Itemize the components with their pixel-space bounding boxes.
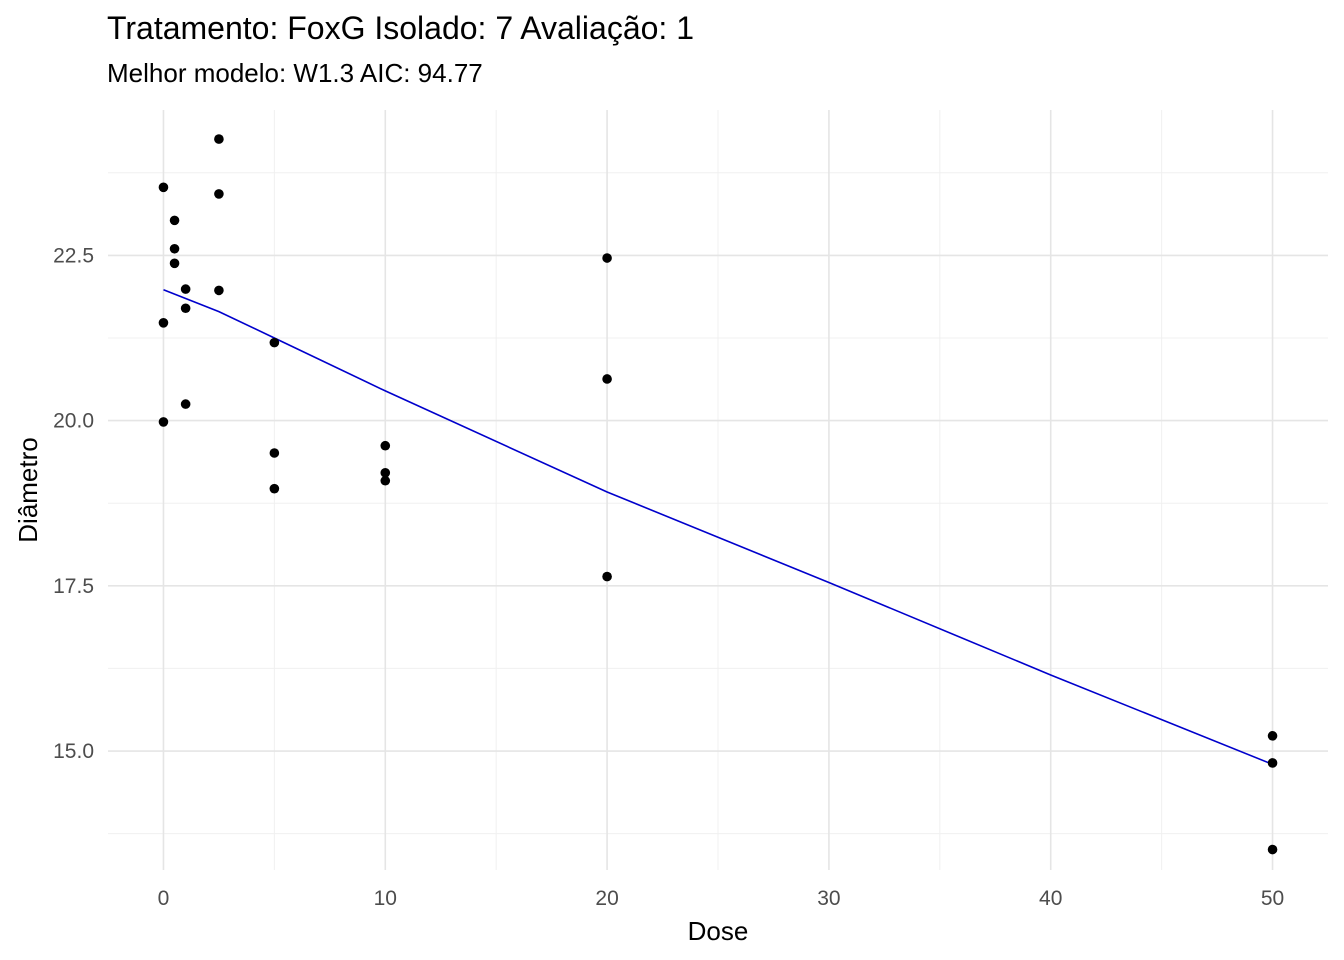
data-point <box>1267 844 1278 855</box>
data-point <box>602 253 612 263</box>
data-point <box>269 337 280 348</box>
data-point <box>214 134 224 144</box>
data-point <box>380 468 391 478</box>
fit-line <box>163 289 1273 766</box>
y-tick-label: 20.0 <box>53 410 94 433</box>
data-point <box>214 189 224 199</box>
chart-subtitle: Melhor modelo: W1.3 AIC: 94.77 <box>107 58 483 88</box>
x-axis-ticks: 0 10 20 30 40 50 <box>158 887 1285 910</box>
x-tick-label: 20 <box>595 887 618 910</box>
data-point <box>158 182 169 193</box>
y-axis-ticks: 15.0 17.5 20.0 22.5 <box>53 244 94 763</box>
data-point <box>380 440 391 451</box>
fit-curve-layer <box>163 289 1273 766</box>
y-axis-label: Diâmetro <box>13 437 43 542</box>
x-tick-label: 10 <box>374 887 397 910</box>
y-tick-label: 22.5 <box>53 244 94 267</box>
data-point <box>1267 731 1278 741</box>
x-tick-label: 0 <box>158 887 170 910</box>
data-point <box>180 284 191 294</box>
data-point <box>169 258 180 269</box>
data-point <box>180 303 191 314</box>
data-point <box>214 285 224 296</box>
data-point <box>169 215 180 226</box>
data-point <box>180 399 191 409</box>
data-point <box>602 571 612 582</box>
y-tick-label: 15.0 <box>53 740 94 763</box>
data-point <box>158 417 169 427</box>
x-tick-label: 40 <box>1039 887 1062 910</box>
data-point <box>602 374 612 384</box>
x-axis-label: Dose <box>688 916 749 946</box>
chart-title: Tratamento: FoxG Isolado: 7 Avaliação: 1 <box>107 10 694 46</box>
data-points-layer <box>158 134 1278 855</box>
y-tick-label: 17.5 <box>53 575 94 598</box>
data-point <box>269 483 280 494</box>
x-tick-label: 50 <box>1261 887 1284 910</box>
data-point <box>380 475 391 486</box>
data-point <box>158 318 169 328</box>
data-point <box>269 448 280 458</box>
x-tick-label: 30 <box>817 887 840 910</box>
data-point <box>169 243 180 254</box>
data-point <box>1267 758 1278 768</box>
grid-lines <box>108 110 1328 870</box>
